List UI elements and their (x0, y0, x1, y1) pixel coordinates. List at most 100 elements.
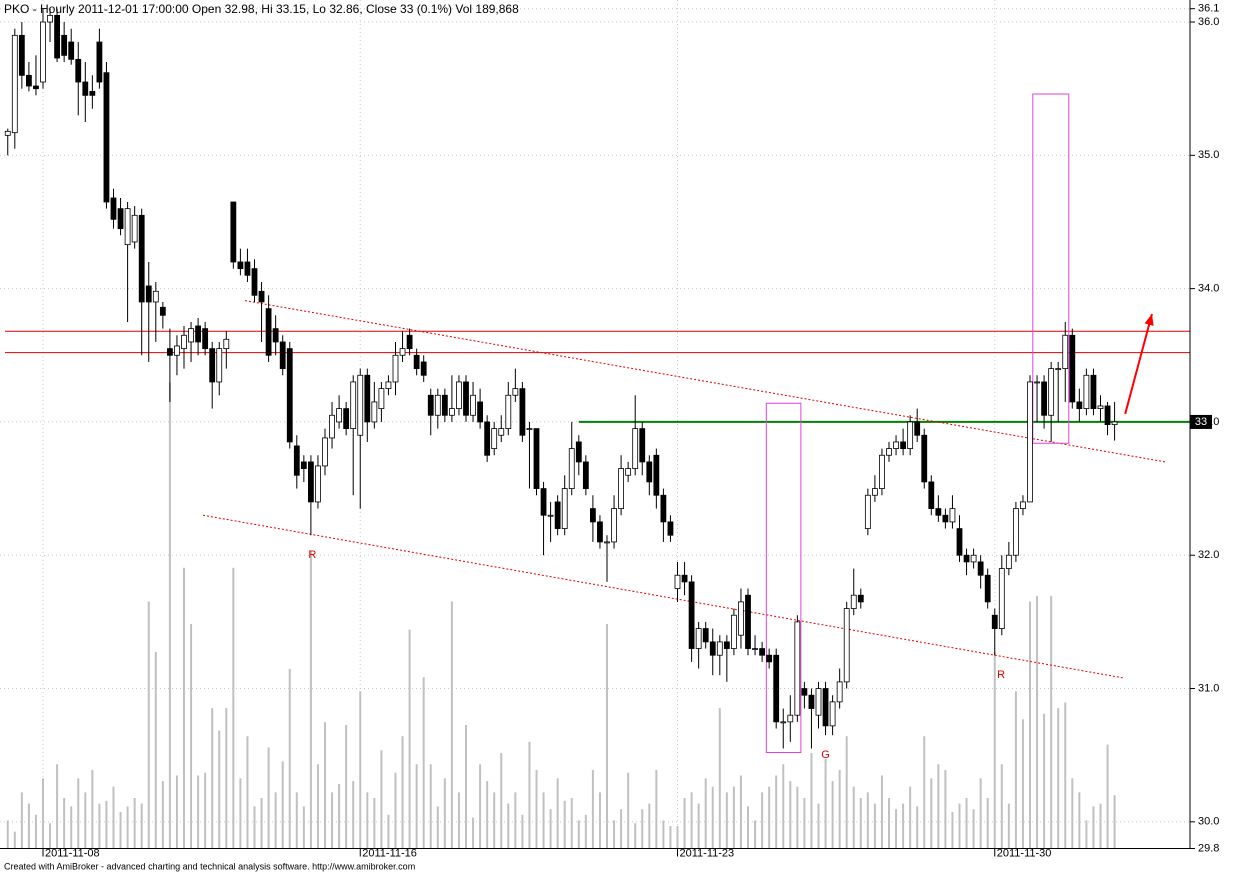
last-price-label: 33 (1195, 416, 1207, 428)
volume-bar (443, 778, 446, 849)
volume-bar (1092, 806, 1095, 849)
candle-body (970, 554, 977, 563)
volume-bar (1071, 778, 1074, 849)
y-tick-label: 34.0 (1198, 283, 1219, 295)
candle-body (653, 454, 660, 496)
volume-bar (112, 786, 115, 849)
candle-body (808, 694, 815, 709)
candle-body (850, 594, 857, 609)
candle-body (343, 408, 350, 430)
candle-body (991, 614, 998, 629)
volume-bar (937, 764, 940, 849)
volume-bar (535, 769, 538, 849)
candle-body (780, 721, 787, 724)
candle-body (1048, 368, 1055, 416)
volume-bar (570, 797, 573, 849)
candle-body (533, 428, 540, 489)
volume-bar (958, 803, 961, 849)
volume-bar (267, 747, 270, 849)
volume-bar (183, 567, 185, 849)
candle-body (921, 434, 928, 483)
y-tick-label: 35.0 (1198, 149, 1219, 161)
candle-body (639, 428, 646, 463)
volume-bar (979, 778, 982, 849)
volume-bar (1113, 795, 1116, 849)
candle-body (745, 594, 751, 649)
volume-bar (1050, 595, 1053, 849)
candle-body (554, 501, 561, 529)
candle-body (251, 268, 258, 296)
candle-body (68, 41, 75, 60)
volume-bar (302, 806, 305, 849)
volume-bar (13, 831, 16, 849)
candle-body (907, 421, 914, 449)
candle-body (886, 448, 892, 456)
volume-bar (888, 797, 890, 849)
candle-body (237, 261, 244, 270)
candle-body (159, 306, 166, 316)
volume-bar (648, 803, 651, 849)
volume-bar (331, 792, 334, 849)
candle-body (33, 85, 39, 90)
x-tick-label: 2011-11-16 (362, 847, 417, 859)
candle-body (209, 348, 216, 383)
volume-bar (986, 797, 989, 849)
volume-bar (634, 823, 637, 849)
volume-bar (789, 781, 792, 849)
candle-body (540, 488, 547, 516)
volume-bar (556, 778, 559, 849)
volume-bar (761, 792, 764, 849)
candle-body (942, 514, 949, 523)
volume-bar (810, 753, 813, 849)
candle-body (723, 641, 730, 649)
candle-body (399, 348, 406, 356)
candle-body (1069, 334, 1076, 403)
volume-bar (1036, 595, 1039, 849)
candle-body (1097, 405, 1104, 410)
candle-body (1076, 401, 1083, 410)
candle-body (350, 381, 357, 430)
volume-bar (147, 601, 150, 849)
candle-body (364, 374, 371, 423)
candle-body (709, 641, 716, 656)
volume-bar (316, 764, 319, 849)
volume-bar (514, 792, 517, 849)
volume-bar (20, 792, 23, 849)
candle-body (597, 521, 603, 543)
volume-bar (754, 820, 757, 849)
candle-body (766, 654, 773, 663)
candle-body (928, 481, 935, 509)
volume-bar (119, 812, 122, 849)
highlight-box (1032, 93, 1070, 444)
volume-bar (486, 781, 489, 849)
candle-body (477, 401, 484, 423)
candle-body (984, 574, 991, 603)
candle-body (935, 508, 942, 516)
arrow-shaft (1124, 313, 1153, 415)
volume-bar (161, 781, 164, 849)
candle-body (103, 72, 110, 203)
candle-body (385, 381, 392, 390)
volume-bar (281, 761, 284, 849)
volume-bar (1106, 744, 1109, 849)
volume-bar (507, 803, 510, 849)
y-tick-label: 30.0 (1198, 816, 1219, 828)
volume-bar (1007, 803, 1010, 849)
volume-bar (662, 820, 665, 849)
volume-bar (175, 775, 178, 849)
candle-body (315, 465, 321, 503)
volume-bar (873, 803, 876, 849)
candle-body (244, 261, 251, 276)
volume-bar (479, 764, 482, 849)
volume-bar (704, 778, 707, 849)
candle-body (1013, 508, 1019, 556)
candle-body (618, 468, 624, 509)
volume-bar (27, 803, 30, 849)
candle-body (864, 494, 871, 529)
volume-bar (84, 792, 87, 849)
candle-body (336, 408, 343, 423)
candle-body (18, 34, 25, 76)
candle-body (322, 437, 328, 467)
candle-body (54, 14, 60, 59)
